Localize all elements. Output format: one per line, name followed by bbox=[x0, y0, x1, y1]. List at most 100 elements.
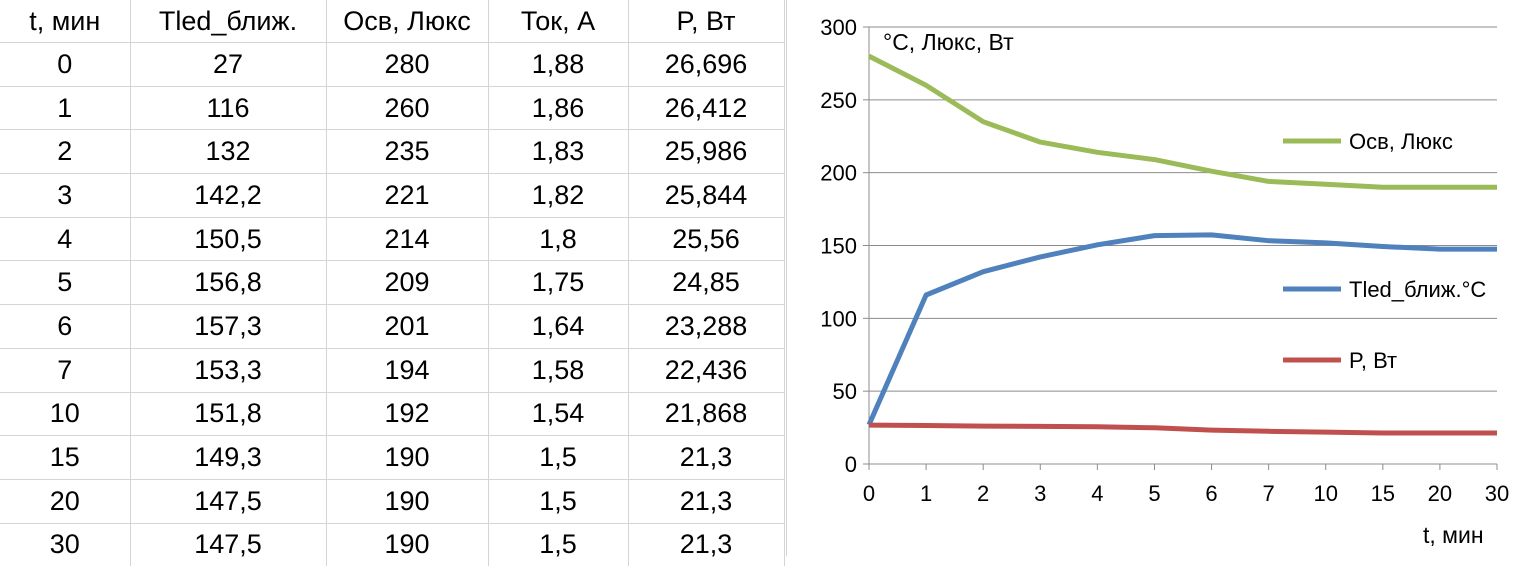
table-cell: 3 bbox=[0, 174, 130, 218]
y-tick-label: 100 bbox=[820, 306, 857, 331]
table-cell: 149,3 bbox=[130, 436, 326, 480]
x-tick-label: 4 bbox=[1091, 481, 1103, 506]
table-cell: 24,85 bbox=[628, 261, 784, 305]
table-cell: 21,868 bbox=[628, 392, 784, 436]
table-cell: 116 bbox=[130, 86, 326, 130]
table-cell: 1,5 bbox=[488, 436, 628, 480]
table-cell: 1,5 bbox=[488, 479, 628, 523]
table-cell: 1 bbox=[0, 86, 130, 130]
series-line bbox=[869, 425, 1497, 433]
table-cell: 27 bbox=[130, 43, 326, 87]
table-cell: 190 bbox=[326, 436, 488, 480]
column-header: Ток, А bbox=[488, 0, 628, 43]
table-cell: 1,58 bbox=[488, 348, 628, 392]
table-cell: 153,3 bbox=[130, 348, 326, 392]
table-cell: 214 bbox=[326, 217, 488, 261]
table-cell: 21,3 bbox=[628, 436, 784, 480]
column-header: P, Вт bbox=[628, 0, 784, 43]
y-tick-label: 200 bbox=[820, 161, 857, 186]
table-cell: 132 bbox=[130, 130, 326, 174]
y-tick-label: 50 bbox=[833, 379, 857, 404]
x-tick-label: 20 bbox=[1428, 481, 1452, 506]
table-cell: 260 bbox=[326, 86, 488, 130]
table-cell: 1,88 bbox=[488, 43, 628, 87]
column-header: Осв, Люкс bbox=[326, 0, 488, 43]
table-cell: 1,54 bbox=[488, 392, 628, 436]
table-cell: 7 bbox=[0, 348, 130, 392]
legend-label: Tled_ближ.°C bbox=[1349, 277, 1486, 302]
x-tick-label: 1 bbox=[920, 481, 932, 506]
table-cell: 1,8 bbox=[488, 217, 628, 261]
table-cell: 25,56 bbox=[628, 217, 784, 261]
table-cell: 26,412 bbox=[628, 86, 784, 130]
table-cell: 10 bbox=[0, 392, 130, 436]
column-header: t, мин bbox=[0, 0, 130, 43]
table-cell: 23,288 bbox=[628, 305, 784, 349]
table-cell: 0 bbox=[0, 43, 130, 87]
table-cell: 4 bbox=[0, 217, 130, 261]
x-tick-label: 7 bbox=[1263, 481, 1275, 506]
table-cell: 194 bbox=[326, 348, 488, 392]
table-cell: 209 bbox=[326, 261, 488, 305]
table-cell: 156,8 bbox=[130, 261, 326, 305]
series-lines bbox=[869, 56, 1497, 433]
table-cell: 280 bbox=[326, 43, 488, 87]
column-header: Tled_ближ. bbox=[130, 0, 326, 43]
table-cell: 6 bbox=[0, 305, 130, 349]
y-tick-label: 300 bbox=[820, 15, 857, 40]
table-cell: 21,3 bbox=[628, 523, 784, 566]
x-tick-label: 3 bbox=[1034, 481, 1046, 506]
table-cell: 2 bbox=[0, 130, 130, 174]
y-tick-label: 150 bbox=[820, 234, 857, 259]
table-cell: 142,2 bbox=[130, 174, 326, 218]
x-tick-label: 15 bbox=[1371, 481, 1395, 506]
y-tick-label: 0 bbox=[845, 452, 857, 477]
table-cell: 25,986 bbox=[628, 130, 784, 174]
table-cell: 1,82 bbox=[488, 174, 628, 218]
legend-label: Осв, Люкс bbox=[1349, 129, 1453, 154]
table-cell: 21,3 bbox=[628, 479, 784, 523]
table-cell: 26,696 bbox=[628, 43, 784, 87]
series-line bbox=[869, 235, 1497, 425]
table-cell: 190 bbox=[326, 523, 488, 566]
table-cell: 201 bbox=[326, 305, 488, 349]
table-cell: 190 bbox=[326, 479, 488, 523]
x-tick-label: 10 bbox=[1313, 481, 1337, 506]
table-cell: 22,436 bbox=[628, 348, 784, 392]
table-cell: 1,64 bbox=[488, 305, 628, 349]
table-cell: 1,75 bbox=[488, 261, 628, 305]
table-cell: 221 bbox=[326, 174, 488, 218]
table-cell: 157,3 bbox=[130, 305, 326, 349]
legend-label: P, Вт bbox=[1349, 348, 1397, 373]
y-tick-label: 250 bbox=[820, 88, 857, 113]
x-tick-label: 30 bbox=[1485, 481, 1509, 506]
x-tick-label: 2 bbox=[977, 481, 989, 506]
series-line bbox=[869, 56, 1497, 187]
table-cell: 1,86 bbox=[488, 86, 628, 130]
x-tick-label: 6 bbox=[1205, 481, 1217, 506]
x-axis-label: t, мин bbox=[1423, 522, 1484, 548]
table-cell: 150,5 bbox=[130, 217, 326, 261]
table-cell: 30 bbox=[0, 523, 130, 566]
table-cell: 25,844 bbox=[628, 174, 784, 218]
x-tick-label: 0 bbox=[863, 481, 875, 506]
table-cell: 147,5 bbox=[130, 479, 326, 523]
table-cell: 151,8 bbox=[130, 392, 326, 436]
table-cell: 1,83 bbox=[488, 130, 628, 174]
